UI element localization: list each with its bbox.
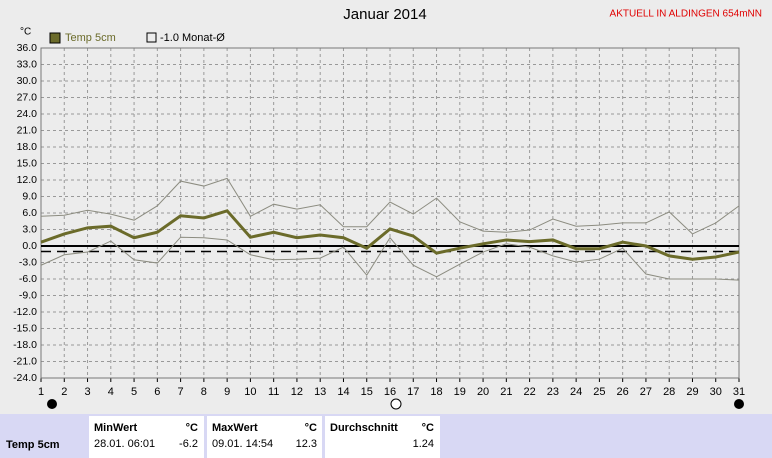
- y-tick-label: 6.0: [22, 207, 37, 219]
- x-tick-label: 3: [84, 386, 90, 398]
- col-unit: °C: [422, 422, 434, 434]
- x-tick-label: 19: [454, 386, 466, 398]
- y-tick-label: -24.0: [13, 372, 37, 384]
- col-unit: °C: [305, 422, 317, 434]
- y-tick-label: 18.0: [17, 141, 38, 153]
- cell-value: 1.24: [413, 438, 434, 450]
- chart-title: Januar 2014: [343, 6, 426, 23]
- marker-icon: [734, 399, 744, 409]
- cell-value: 12.3: [296, 438, 317, 450]
- x-tick-label: 13: [314, 386, 326, 398]
- y-tick-label: 12.0: [17, 174, 38, 186]
- y-tick-label: 27.0: [17, 91, 38, 103]
- y-tick-label: 3.0: [22, 223, 37, 235]
- y-tick-label: 21.0: [17, 124, 38, 136]
- x-tick-label: 15: [361, 386, 373, 398]
- col-header: MaxWert: [212, 422, 258, 434]
- x-tick-label: 10: [244, 386, 256, 398]
- y-tick-label: 0.0: [22, 240, 37, 252]
- y-tick-label: -15.0: [13, 322, 37, 334]
- y-tick-label: -18.0: [13, 339, 37, 351]
- series-line: [40, 209, 740, 261]
- y-tick-label: -6.0: [19, 273, 37, 285]
- plot-area: 36.033.030.027.024.021.018.015.012.09.06…: [13, 42, 745, 398]
- legend-swatch: [49, 32, 61, 44]
- annotation: AKTUELL IN ALDINGEN 654mNN: [610, 9, 762, 20]
- x-tick-label: 6: [154, 386, 160, 398]
- x-tick-label: 22: [523, 386, 535, 398]
- summary-table: MinWert °C MaxWert °C Durchschnitt °C Te…: [0, 414, 772, 458]
- x-tick-label: 11: [268, 386, 279, 398]
- col-header: Durchschnitt: [330, 422, 398, 434]
- cell-time: 28.01. 06:01: [94, 438, 155, 450]
- x-tick-label: 25: [593, 386, 605, 398]
- x-tick-label: 30: [710, 386, 722, 398]
- col-unit: °C: [186, 422, 198, 434]
- x-tick-label: 4: [108, 386, 114, 398]
- col-header: MinWert: [94, 422, 138, 434]
- x-tick-label: 9: [224, 386, 230, 398]
- x-tick-label: 7: [178, 386, 184, 398]
- legend-label: -1.0 Monat-Ø: [160, 32, 225, 44]
- x-tick-label: 12: [291, 386, 303, 398]
- y-tick-label: 24.0: [17, 108, 38, 120]
- x-tick-label: 27: [640, 386, 652, 398]
- y-tick-label: 30.0: [17, 75, 38, 87]
- x-tick-label: 2: [61, 386, 67, 398]
- cell: [89, 416, 204, 458]
- x-tick-label: 5: [131, 386, 137, 398]
- x-tick-label: 8: [201, 386, 207, 398]
- x-tick-label: 21: [500, 386, 512, 398]
- y-tick-label: 9.0: [22, 190, 37, 202]
- x-tick-label: 1: [38, 386, 44, 398]
- y-tick-label: -9.0: [19, 289, 37, 301]
- y-tick-label: -21.0: [13, 355, 37, 367]
- cell: [325, 416, 440, 458]
- y-unit: °C: [20, 27, 31, 38]
- x-tick-label: 31: [733, 386, 745, 398]
- y-tick-label: -3.0: [19, 256, 37, 268]
- x-tick-label: 26: [617, 386, 629, 398]
- cell-value: -6.2: [179, 438, 198, 450]
- y-tick-label: 33.0: [17, 58, 38, 70]
- plot-frame: [40, 47, 740, 379]
- cell: [207, 416, 322, 458]
- marker-icon: [390, 398, 402, 410]
- y-tick-label: 15.0: [17, 157, 38, 169]
- x-tick-label: 18: [430, 386, 442, 398]
- x-tick-label: 14: [337, 386, 349, 398]
- y-tick-label: 36.0: [17, 42, 38, 54]
- legend-swatch: [146, 32, 157, 43]
- x-tick-label: 20: [477, 386, 489, 398]
- x-tick-label: 24: [570, 386, 582, 398]
- x-tick-label: 17: [407, 386, 419, 398]
- row-label: Temp 5cm: [6, 439, 60, 451]
- legend-label: Temp 5cm: [65, 32, 116, 44]
- series-line: [40, 236, 740, 281]
- x-tick-label: 28: [663, 386, 675, 398]
- x-tick-label: 23: [547, 386, 559, 398]
- marker-icon: [47, 399, 57, 409]
- x-tick-label: 16: [384, 386, 396, 398]
- y-tick-label: -12.0: [13, 306, 37, 318]
- x-tick-label: 29: [686, 386, 698, 398]
- cell-time: 09.01. 14:54: [212, 438, 273, 450]
- series-line: [40, 177, 740, 235]
